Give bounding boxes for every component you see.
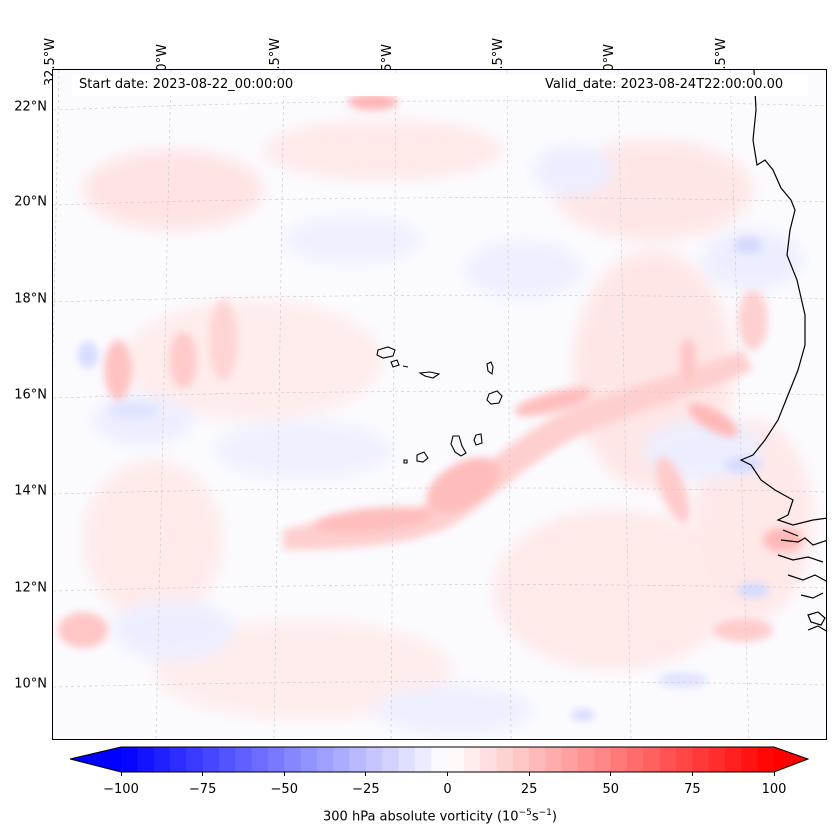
colorbar-cell (627, 747, 644, 772)
island-sal (486, 361, 494, 375)
colorbar-cell (300, 747, 318, 772)
start-date-text: Start date: 2023-08-22_00:00:00 (79, 77, 294, 92)
colorbar-cell (251, 747, 269, 772)
colorbar-tick-label: 75 (684, 782, 701, 797)
island-maio (473, 433, 483, 446)
colorbar-tick-mark (202, 772, 204, 776)
valid-date-text: Valid_date: 2023-08-24T22:00:00.00 (545, 77, 784, 92)
island-santa-luzia (402, 365, 409, 368)
lat-label-20n: 20°N (14, 194, 47, 210)
lat-label-18n: 18°N (14, 291, 47, 307)
island-santo-antao (376, 346, 396, 359)
colorbar-cell (545, 747, 563, 772)
island-brava (403, 459, 408, 464)
island-boa-vista (486, 390, 503, 405)
colorbar-cell (480, 747, 498, 772)
colorbar-cell (333, 747, 351, 772)
lat-label-14n: 14°N (14, 483, 47, 499)
island-fogo (416, 451, 429, 463)
colorbar-extend-max (774, 747, 808, 772)
colorbar-cell (382, 747, 400, 772)
lat-label-10n: 10°N (14, 676, 47, 692)
colorbar-cell (757, 747, 775, 772)
colorbar-label: 300 hPa absolute vorticity (10−5s−1) (323, 808, 557, 825)
colorbar-cell (218, 747, 236, 772)
colorbar-tick-mark (120, 772, 122, 776)
colorbar-cell (561, 747, 579, 772)
colorbar-cell (186, 747, 204, 772)
colorbar-cell (610, 747, 628, 772)
colorbar-cell (643, 747, 661, 772)
colorbar-cell (496, 747, 514, 772)
island-sao-vicente (390, 359, 400, 368)
colorbar-tick-label: −75 (188, 782, 217, 797)
colorbar-tick-mark (610, 772, 612, 776)
colorbar-cell (414, 747, 432, 772)
colorbar-cell (349, 747, 367, 772)
cape-verde-islands (376, 346, 503, 464)
colorbar-cell (529, 747, 547, 772)
lat-label-12n: 12°N (14, 580, 47, 596)
colorbar-tick-label: −25 (352, 782, 380, 797)
colorbar-cell (578, 747, 596, 772)
colorbar-cell (708, 747, 726, 772)
colorbar-cell (365, 747, 383, 772)
colorbar-cell (692, 747, 710, 772)
colorbar-tick-label: −50 (270, 782, 298, 797)
colorbar-cell (267, 747, 285, 772)
colorbar-cell (153, 747, 171, 772)
colorbar-cell (594, 747, 612, 772)
gridlines (53, 70, 826, 739)
colorbar-cell (659, 747, 677, 772)
colorbar-tick-mark (447, 772, 448, 776)
colorbar-cell (512, 747, 530, 772)
colorbar-cell (463, 747, 481, 772)
colorbar-tick-mark (773, 772, 775, 776)
vorticity-field (58, 94, 813, 735)
coastline (739, 70, 826, 632)
lat-label-16n: 16°N (14, 387, 47, 403)
info-strip (72, 75, 808, 96)
colorbar-cell (741, 747, 759, 772)
island-sao-nicolau (418, 371, 441, 379)
colorbar-cell (725, 747, 742, 772)
island-santiago (450, 435, 467, 457)
colorbar-cell (137, 747, 155, 772)
colorbar-cell (121, 747, 138, 772)
colorbar-cell (169, 747, 187, 772)
colorbar-tick-label: 25 (520, 782, 538, 797)
colorbar-cells (121, 747, 775, 772)
colorbar-tick-mark (283, 772, 285, 776)
africa-coastline (739, 70, 826, 526)
colorbar-tick-mark (365, 772, 367, 776)
colorbar-tick-label: −100 (103, 782, 139, 797)
colorbar-cell (447, 747, 465, 772)
colorbar (70, 746, 810, 773)
lat-label-22n: 22°N (14, 99, 47, 115)
colorbar-cell (284, 747, 302, 772)
colorbar-extend-min (70, 747, 121, 772)
colorbar-tick-mark (528, 772, 530, 776)
vorticity-map (52, 69, 827, 740)
colorbar-tick-label: 50 (602, 782, 620, 797)
colorbar-cell (316, 747, 334, 772)
colorbar-cell (202, 747, 220, 772)
colorbar-tick-label: 0 (443, 782, 452, 797)
map-canvas (53, 70, 826, 739)
colorbar-cell (235, 747, 253, 772)
colorbar-cell (431, 747, 449, 772)
colorbar-tick-label: 100 (761, 782, 787, 797)
colorbar-cell (398, 747, 416, 772)
colorbar-cell (676, 747, 693, 772)
colorbar-tick-mark (691, 772, 693, 776)
